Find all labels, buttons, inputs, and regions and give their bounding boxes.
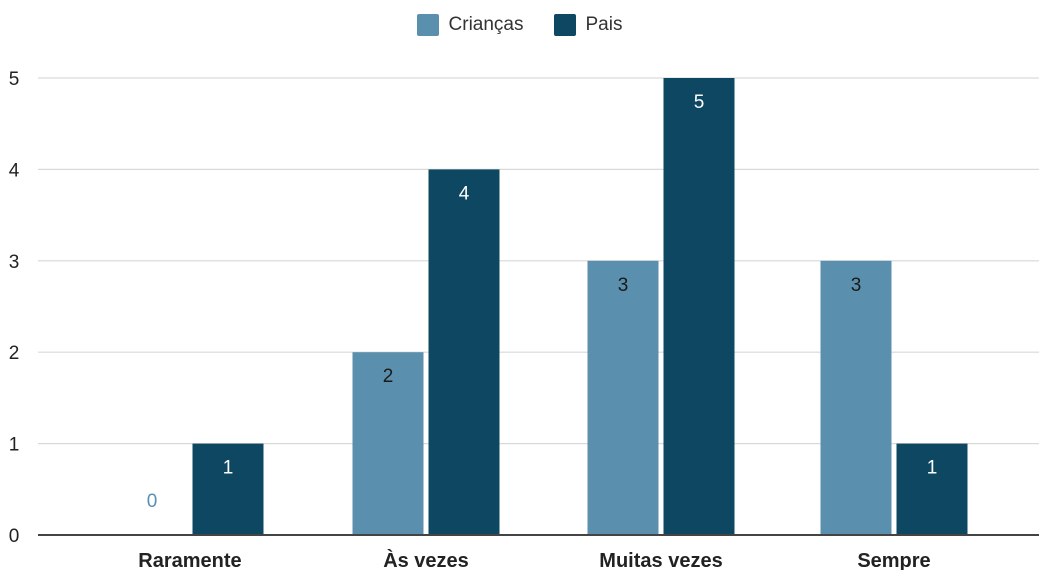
data-label-pais-3: 1 (927, 458, 938, 479)
data-label-criancas-0: 0 (147, 491, 158, 512)
legend-item-pais: Pais (553, 14, 623, 36)
data-label-pais-0: 1 (223, 458, 234, 479)
legend-label-criancas: Crianças (448, 14, 524, 35)
y-tick-label-5: 5 (9, 69, 20, 90)
y-tick-label-4: 4 (9, 160, 20, 181)
legend-swatch-pais (553, 14, 576, 36)
x-tick-label-1: Às vezes (383, 549, 469, 570)
data-label-pais-1: 4 (459, 183, 470, 204)
bar-pais-1 (428, 169, 500, 535)
bar-pais-2 (663, 78, 735, 535)
legend-item-criancas: Crianças (416, 14, 524, 36)
legend: Crianças Pais (0, 14, 1039, 36)
bar-criancas-3 (820, 260, 892, 535)
data-label-criancas-3: 3 (851, 275, 862, 296)
y-tick-label-1: 1 (9, 435, 20, 456)
bar-criancas-2 (587, 260, 659, 535)
data-label-criancas-1: 2 (383, 366, 394, 387)
y-tick-label-0: 0 (9, 526, 20, 547)
legend-label-pais: Pais (585, 14, 623, 35)
y-tick-label-2: 2 (9, 343, 20, 364)
data-label-pais-2: 5 (694, 92, 705, 113)
y-tick-label-3: 3 (9, 252, 20, 273)
data-label-criancas-2: 3 (618, 275, 629, 296)
x-tick-label-3: Sempre (857, 550, 930, 570)
x-tick-label-0: Raramente (138, 550, 241, 570)
bar-pais-0 (192, 443, 264, 535)
bar-criancas-1 (352, 352, 424, 535)
bar-pais-3 (896, 443, 968, 535)
legend-swatch-criancas (416, 14, 439, 36)
x-tick-label-2: Muitas vezes (599, 550, 722, 570)
